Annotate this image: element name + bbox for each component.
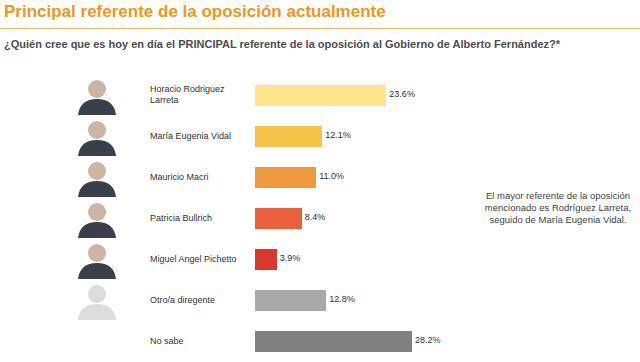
chart-root: Principal referente de la oposición actu…	[0, 0, 640, 362]
bar	[255, 331, 412, 352]
avatar-body	[78, 140, 116, 156]
avatar	[74, 116, 120, 156]
avatar	[74, 239, 120, 279]
bar	[255, 208, 302, 229]
bar	[255, 85, 386, 106]
avatar-body	[78, 181, 116, 197]
avatar-head	[88, 285, 106, 303]
category-label: María Eugenia Vidal	[150, 124, 250, 148]
bar	[255, 249, 277, 270]
avatar-body	[78, 304, 116, 320]
data-label: 12.8%	[329, 294, 355, 304]
avatar	[74, 280, 120, 320]
category-label: Patricia Bullrich	[150, 206, 250, 230]
avatar-body	[78, 263, 116, 279]
title-rule	[0, 28, 640, 29]
plot-area	[255, 70, 422, 360]
data-label: 11.0%	[319, 171, 344, 181]
category-label: Miguel Angel Pichetto	[150, 247, 250, 271]
bar	[255, 290, 326, 311]
data-label: 28.2%	[415, 335, 441, 345]
avatar	[74, 75, 120, 115]
avatar-head	[88, 162, 106, 180]
avatar-head	[88, 80, 106, 98]
avatar-head	[88, 121, 106, 139]
avatar-body	[78, 99, 116, 115]
avatar	[74, 198, 120, 238]
category-label: No sabe	[150, 329, 250, 353]
avatar-body	[78, 222, 116, 238]
avatar-head	[88, 203, 106, 221]
avatar	[74, 157, 120, 197]
subtitle: ¿Quién cree que es hoy en día el PRINCIP…	[4, 38, 560, 50]
title: Principal referente de la oposición actu…	[4, 2, 386, 22]
category-label: Horacio Rodriguez Larreta	[150, 83, 250, 107]
bar	[255, 167, 316, 188]
category-label: Otro/a diregente	[150, 288, 250, 312]
category-label: Mauricio Macri	[150, 165, 250, 189]
data-label: 8.4%	[305, 212, 326, 222]
data-label: 23.6%	[389, 89, 415, 99]
data-label: 3.9%	[280, 253, 301, 263]
bar	[255, 126, 322, 147]
avatar-head	[88, 244, 106, 262]
data-label: 12.1%	[325, 130, 351, 140]
annotation: El mayor referente de la oposición menci…	[482, 190, 634, 226]
